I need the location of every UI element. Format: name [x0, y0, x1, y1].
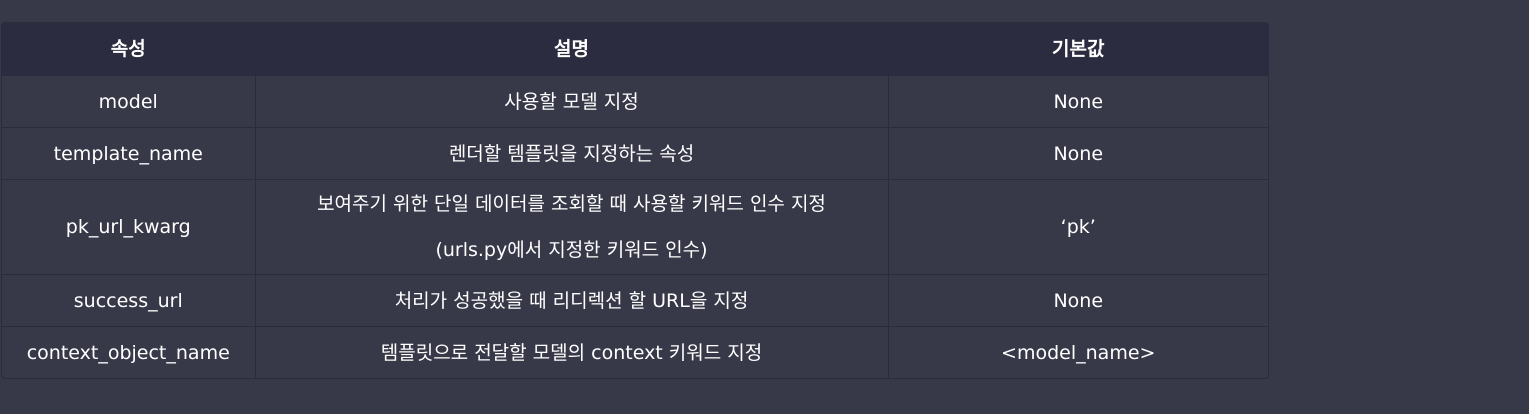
cell-description: 보여주기 위한 단일 데이터를 조회할 때 사용할 키워드 인수 지정 (url…	[255, 179, 889, 275]
header-attribute: 속성	[2, 23, 256, 76]
table-row: model 사용할 모델 지정 None	[2, 75, 1268, 128]
cell-description: 사용할 모델 지정	[255, 75, 889, 128]
table-row: context_object_name 템플릿으로 전달할 모델의 contex…	[2, 326, 1268, 378]
cell-description: 처리가 성공했을 때 리디렉션 할 URL을 지정	[255, 274, 889, 327]
cell-default: <model_name>	[1001, 341, 1156, 364]
cell-attribute: template_name	[2, 127, 256, 180]
cell-default: None	[888, 274, 1268, 327]
cell-description: 렌더할 템플릿을 지정하는 속성	[255, 127, 889, 180]
description-line: 보여주기 위한 단일 데이터를 조회할 때 사용할 키워드 인수 지정	[317, 193, 826, 215]
cell-attribute: success_url	[2, 274, 256, 327]
cell-description: 템플릿으로 전달할 모델의 context 키워드 지정	[255, 326, 889, 378]
description-line: (urls.py에서 지정한 키워드 인수)	[435, 239, 708, 261]
cell-attribute: context_object_name	[2, 326, 256, 378]
table-header-row: 속성 설명 기본값	[2, 23, 1268, 76]
table-row: success_url 처리가 성공했을 때 리디렉션 할 URL을 지정 No…	[2, 274, 1268, 327]
cell-attribute: pk_url_kwarg	[2, 179, 256, 275]
cell-attribute: model	[2, 75, 256, 128]
table-row: template_name 렌더할 템플릿을 지정하는 속성 None	[2, 127, 1268, 180]
attribute-table-container: 속성 설명 기본값 model 사용할 모델 지정 None template_…	[1, 22, 1269, 379]
cell-default: None	[888, 75, 1268, 128]
cell-default: ‘pk’	[888, 179, 1268, 275]
header-default: 기본값	[888, 23, 1268, 76]
cell-default: None	[888, 127, 1268, 180]
table-row: pk_url_kwarg 보여주기 위한 단일 데이터를 조회할 때 사용할 키…	[2, 179, 1268, 275]
header-description: 설명	[255, 23, 889, 76]
attribute-table: 속성 설명 기본값 model 사용할 모델 지정 None template_…	[2, 23, 1268, 378]
